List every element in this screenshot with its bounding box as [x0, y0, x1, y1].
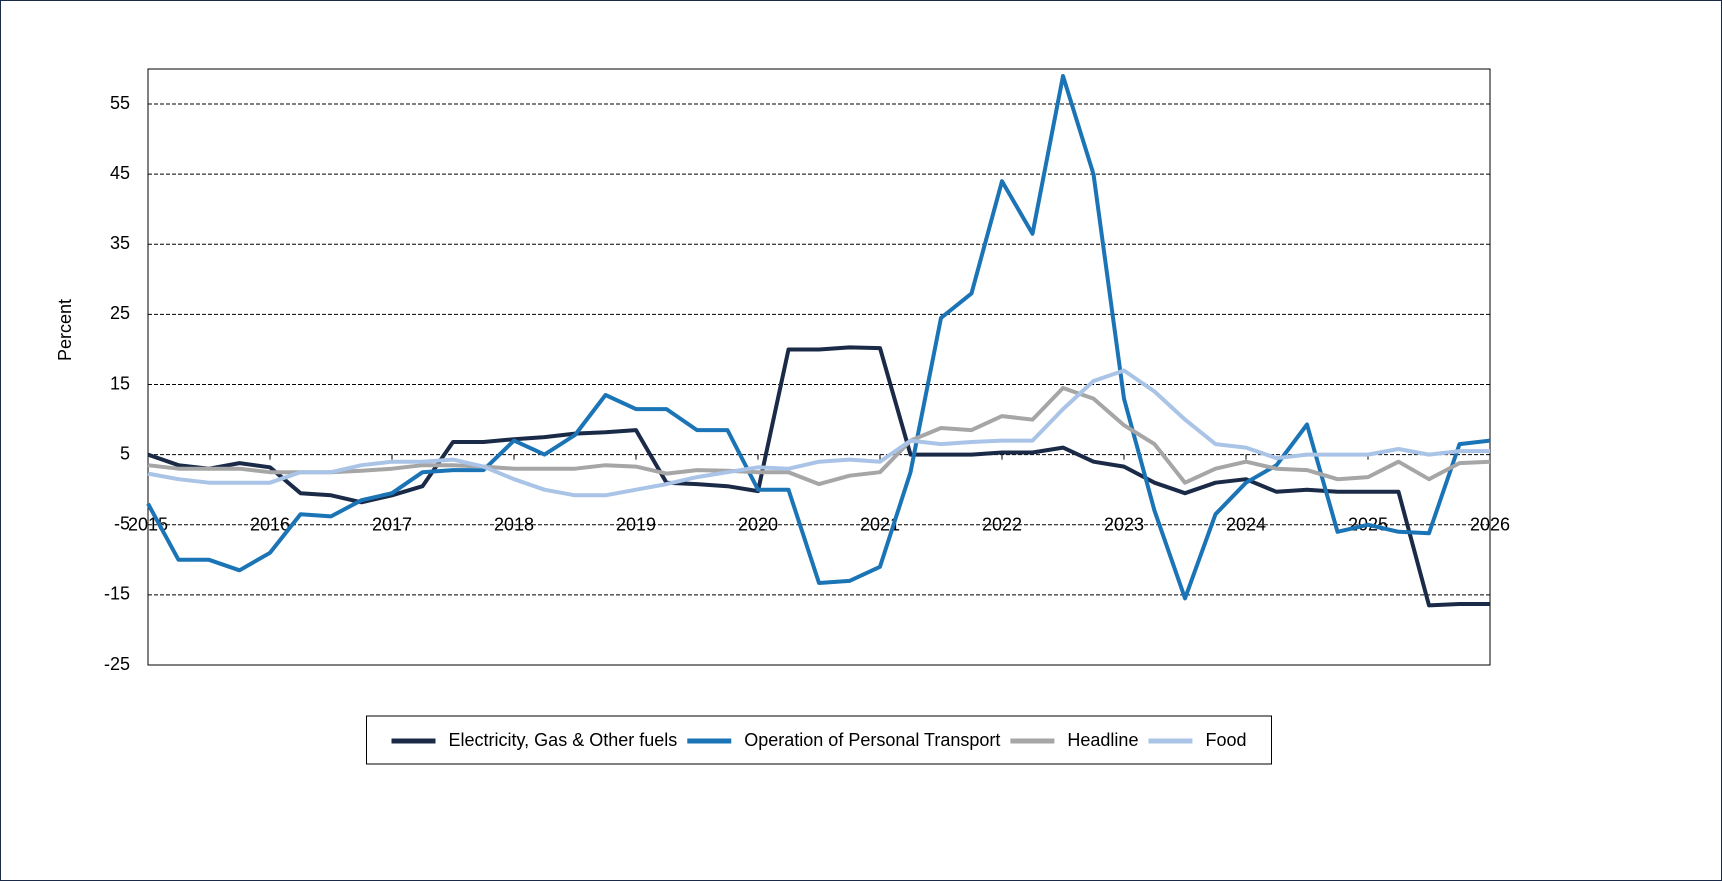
legend-box: [366, 715, 1272, 765]
series-line: [147, 386, 1491, 487]
x-tick-label: 2018: [494, 515, 534, 535]
x-tick-label: 2023: [1104, 515, 1144, 535]
series-line: [147, 345, 1490, 608]
x-tick-label: 2019: [616, 515, 656, 535]
series-line: [146, 74, 1491, 601]
plot-area: [147, 68, 1491, 666]
x-tick-label: 2017: [372, 515, 412, 535]
y-tick-label: 35: [110, 233, 130, 253]
legend-label: Electricity, Gas & Other fuels: [449, 730, 678, 750]
y-tick-label: 5: [120, 443, 130, 463]
y-tick-label: 15: [110, 373, 130, 393]
y-tick-label: -5: [114, 514, 130, 534]
y-axis-label: Percent: [55, 299, 75, 361]
legend-label: Operation of Personal Transport: [744, 730, 1000, 750]
y-tick-label: -25: [104, 654, 130, 674]
legend-label: Food: [1205, 730, 1246, 750]
y-tick-label: 45: [110, 163, 130, 183]
y-tick-label: 25: [110, 303, 130, 323]
x-tick-label: 2020: [738, 515, 778, 535]
x-tick-label: 2022: [982, 515, 1022, 535]
x-tick-label: 2016: [250, 515, 290, 535]
x-tick-label: 2026: [1470, 515, 1510, 535]
x-tick-label: 2024: [1226, 515, 1266, 535]
y-tick-label: -15: [104, 584, 130, 604]
series-line: [147, 368, 1490, 498]
legend-label: Headline: [1067, 730, 1138, 750]
y-tick-label: 55: [110, 93, 130, 113]
